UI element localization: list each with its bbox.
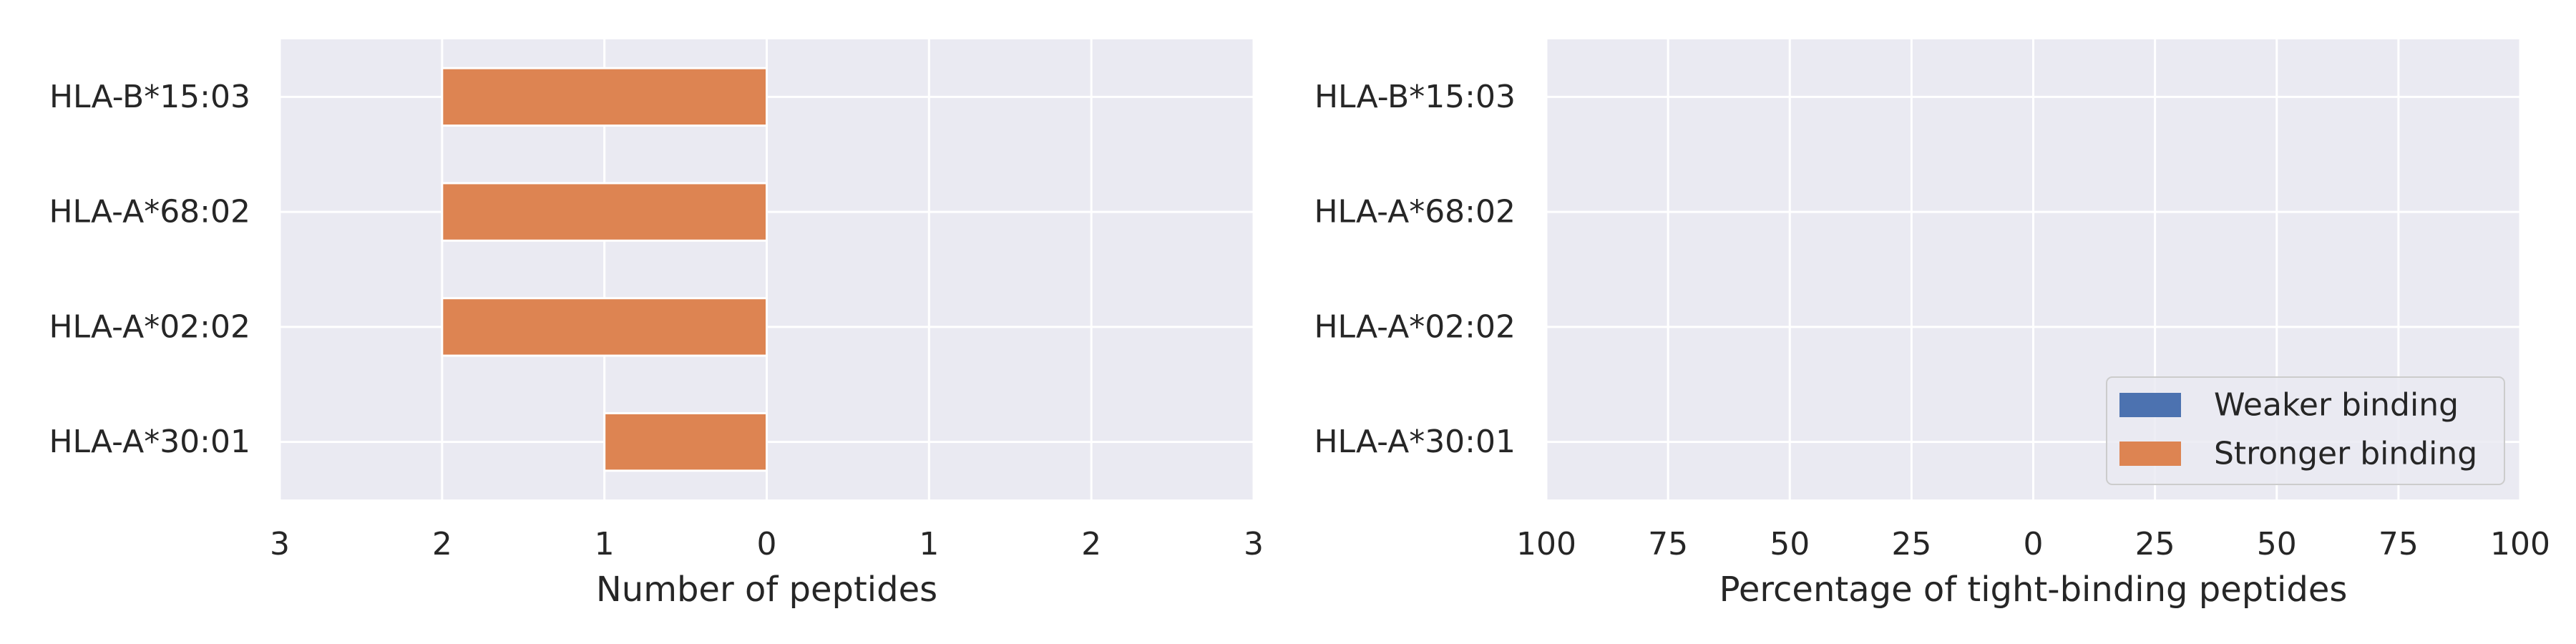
x-tick-label: 50	[1770, 526, 1810, 562]
bar-stronger-binding	[603, 411, 769, 472]
x-axis-label: Number of peptides	[596, 570, 937, 610]
x-tick-label: 1	[595, 526, 615, 562]
y-tick-label: HLA-B*15:03	[49, 79, 250, 115]
x-tick-label: 1	[919, 526, 939, 562]
legend-frame	[2106, 376, 2505, 485]
x-tick-label: 25	[2135, 526, 2175, 562]
y-tick-label: HLA-A*30:01	[1314, 424, 1516, 460]
y-tick-label: HLA-B*15:03	[1314, 79, 1516, 115]
legend-label: Stronger binding	[2214, 436, 2477, 472]
x-tick-label: 0	[757, 526, 777, 562]
x-tick-label: 2	[1081, 526, 1101, 562]
x-tick-label: 25	[1891, 526, 1931, 562]
y-tick-label: HLA-A*68:02	[49, 194, 250, 230]
x-tick-label: 50	[2257, 526, 2297, 562]
panel-percentage-tight-binding: HLA-B*15:03 HLA-A*68:02 HLA-A*02:02 HLA-A*3…	[1314, 39, 2550, 610]
y-tick-label: HLA-A*30:01	[49, 424, 250, 460]
legend-swatch-weaker-binding	[2119, 393, 2181, 417]
bar-stronger-binding	[441, 67, 768, 127]
x-tick-label: 3	[270, 526, 290, 562]
x-tick-label: 0	[2024, 526, 2044, 562]
bar-stronger-binding	[441, 182, 768, 242]
legend: Weaker binding Stronger binding	[2106, 376, 2505, 485]
panel-number-of-peptides: HLA-B*15:03 HLA-A*68:02 HLA-A*02:02 HLA-A*3…	[49, 39, 1264, 610]
legend-label: Weaker binding	[2214, 387, 2459, 424]
x-tick-label: 2	[432, 526, 452, 562]
y-tick-label: HLA-A*02:02	[1314, 308, 1516, 345]
x-tick-label: 75	[1648, 526, 1688, 562]
bar-stronger-binding	[441, 297, 768, 357]
y-tick-label: HLA-A*02:02	[49, 308, 250, 345]
x-tick-label: 3	[1244, 526, 1264, 562]
x-tick-label: 100	[1516, 526, 1576, 562]
legend-swatch-stronger-binding	[2119, 441, 2181, 466]
x-tick-label: 100	[2490, 526, 2550, 562]
y-tick-label: HLA-A*68:02	[1314, 194, 1516, 230]
x-tick-label: 75	[2379, 526, 2419, 562]
x-axis-label: Percentage of tight-binding peptides	[1719, 570, 2348, 610]
